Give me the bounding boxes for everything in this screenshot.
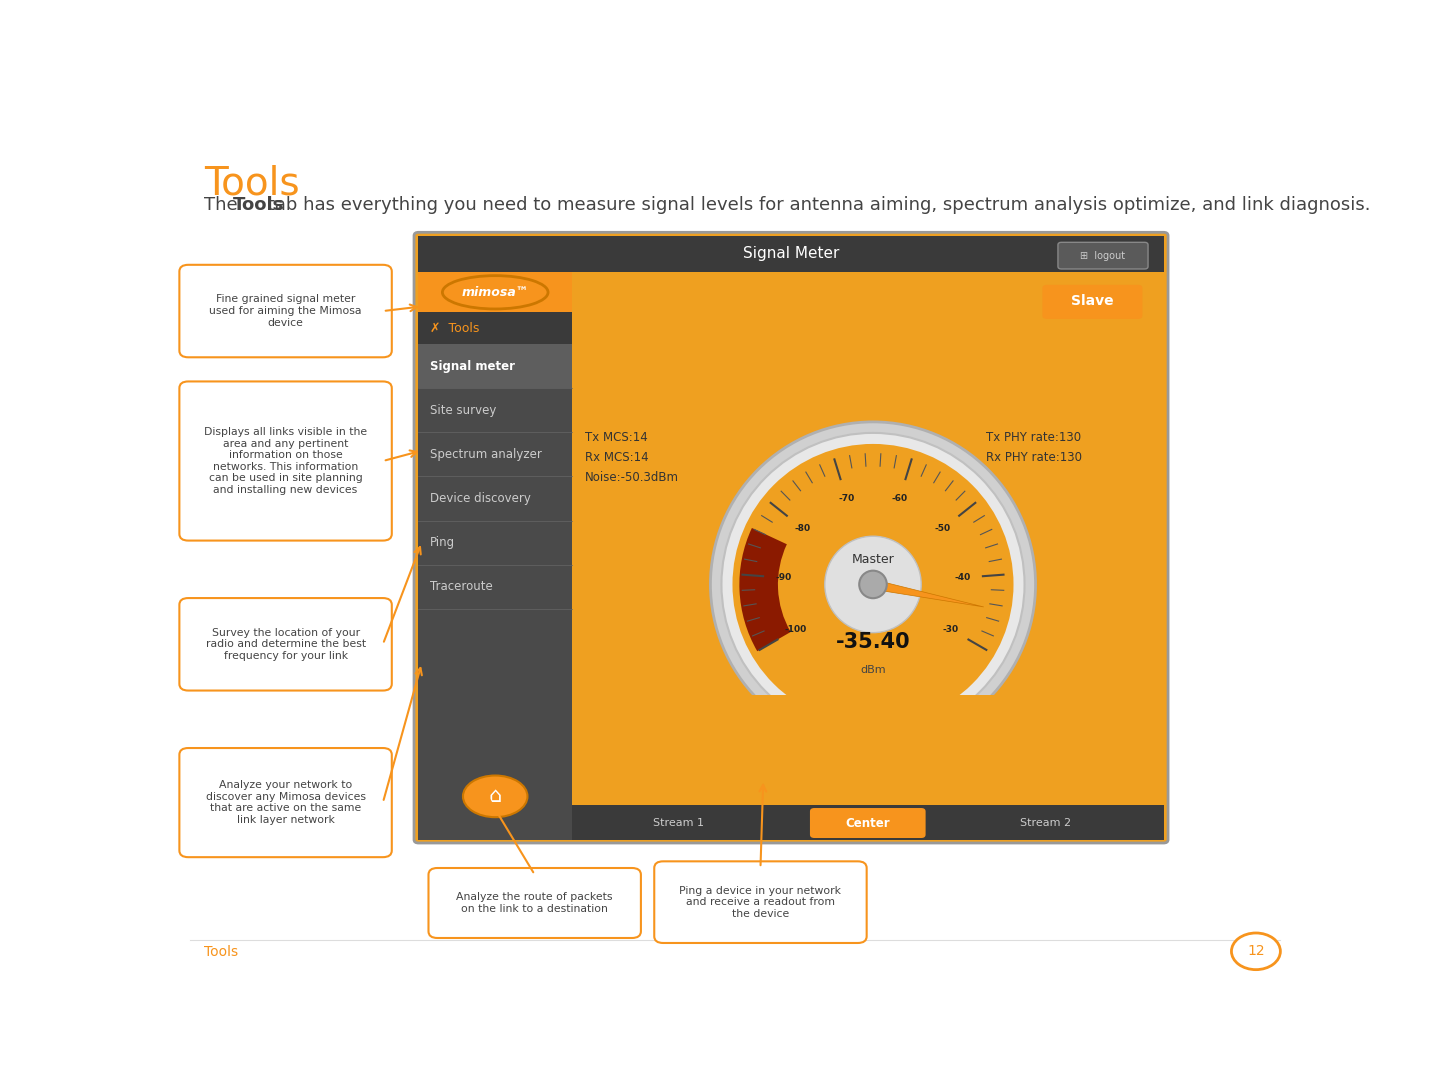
- Text: ⊞  logout: ⊞ logout: [1081, 251, 1125, 261]
- Text: Analyze your network to
discover any Mimosa devices
that are active on the same
: Analyze your network to discover any Mim…: [205, 780, 366, 824]
- Text: Signal meter: Signal meter: [429, 359, 515, 372]
- Wedge shape: [739, 528, 791, 651]
- FancyBboxPatch shape: [654, 861, 867, 944]
- Polygon shape: [872, 580, 984, 607]
- FancyBboxPatch shape: [419, 273, 573, 313]
- Text: dBm: dBm: [860, 664, 885, 675]
- FancyBboxPatch shape: [419, 236, 1164, 273]
- FancyBboxPatch shape: [429, 868, 641, 938]
- FancyBboxPatch shape: [179, 265, 392, 357]
- Text: Device discovery: Device discovery: [429, 492, 531, 505]
- Text: -40: -40: [954, 573, 970, 582]
- Text: The: The: [204, 197, 243, 214]
- Circle shape: [1231, 933, 1280, 969]
- Text: tab has everything you need to measure signal levels for antenna aiming, spectru: tab has everything you need to measure s…: [261, 197, 1370, 214]
- Circle shape: [732, 444, 1013, 725]
- Text: Tx PHY rate:130
Rx PHY rate:130: Tx PHY rate:130 Rx PHY rate:130: [986, 431, 1082, 464]
- Text: -30: -30: [943, 624, 959, 634]
- FancyBboxPatch shape: [573, 805, 1164, 840]
- Circle shape: [710, 422, 1036, 747]
- Text: Tools: Tools: [204, 164, 300, 202]
- FancyBboxPatch shape: [1058, 242, 1148, 269]
- Text: ✗  Tools: ✗ Tools: [429, 321, 479, 334]
- FancyBboxPatch shape: [419, 313, 573, 344]
- FancyBboxPatch shape: [1042, 285, 1142, 319]
- Text: Spectrum analyzer: Spectrum analyzer: [429, 448, 541, 461]
- Text: Analyze the route of packets
on the link to a destination: Analyze the route of packets on the link…: [456, 893, 613, 914]
- Text: Site survey: Site survey: [429, 404, 497, 417]
- Text: -35.40: -35.40: [835, 632, 910, 652]
- Text: Master: Master: [851, 553, 894, 566]
- Text: Signal Meter: Signal Meter: [743, 247, 839, 262]
- Text: Ping a device in your network
and receive a readout from
the device: Ping a device in your network and receiv…: [679, 885, 841, 919]
- Text: Tools: Tools: [204, 945, 238, 959]
- Text: Stream 1: Stream 1: [653, 818, 705, 828]
- Text: -50: -50: [936, 524, 951, 533]
- Text: -60: -60: [891, 494, 907, 503]
- Text: Center: Center: [845, 817, 890, 830]
- Text: -100: -100: [785, 624, 806, 634]
- FancyBboxPatch shape: [419, 313, 573, 840]
- Text: Traceroute: Traceroute: [429, 580, 492, 593]
- FancyBboxPatch shape: [415, 233, 1168, 843]
- FancyBboxPatch shape: [419, 344, 573, 388]
- FancyBboxPatch shape: [809, 808, 926, 837]
- Circle shape: [722, 433, 1025, 736]
- Text: Stream 2: Stream 2: [1020, 818, 1071, 828]
- Text: Slave: Slave: [1071, 294, 1114, 308]
- FancyBboxPatch shape: [179, 382, 392, 541]
- Text: -80: -80: [795, 524, 811, 533]
- Text: Survey the location of your
radio and determine the best
frequency for your link: Survey the location of your radio and de…: [205, 628, 366, 661]
- Text: -70: -70: [838, 494, 855, 503]
- Text: 12: 12: [1247, 945, 1264, 959]
- Text: mimosa™: mimosa™: [462, 286, 530, 299]
- Text: Ping: Ping: [429, 537, 455, 550]
- Circle shape: [825, 537, 921, 633]
- Text: -90: -90: [775, 573, 792, 582]
- Text: ⌂: ⌂: [488, 787, 502, 806]
- Ellipse shape: [464, 776, 528, 817]
- FancyBboxPatch shape: [179, 748, 392, 857]
- Text: Fine grained signal meter
used for aiming the Mimosa
device: Fine grained signal meter used for aimin…: [210, 294, 362, 328]
- Text: Displays all links visible in the
area and any pertinent
information on those
ne: Displays all links visible in the area a…: [204, 427, 367, 494]
- Ellipse shape: [442, 276, 548, 309]
- FancyBboxPatch shape: [179, 598, 392, 690]
- Text: Tools: Tools: [232, 197, 284, 214]
- Text: Tx MCS:14
Rx MCS:14
Noise:-50.3dBm: Tx MCS:14 Rx MCS:14 Noise:-50.3dBm: [585, 431, 679, 484]
- Circle shape: [860, 570, 887, 598]
